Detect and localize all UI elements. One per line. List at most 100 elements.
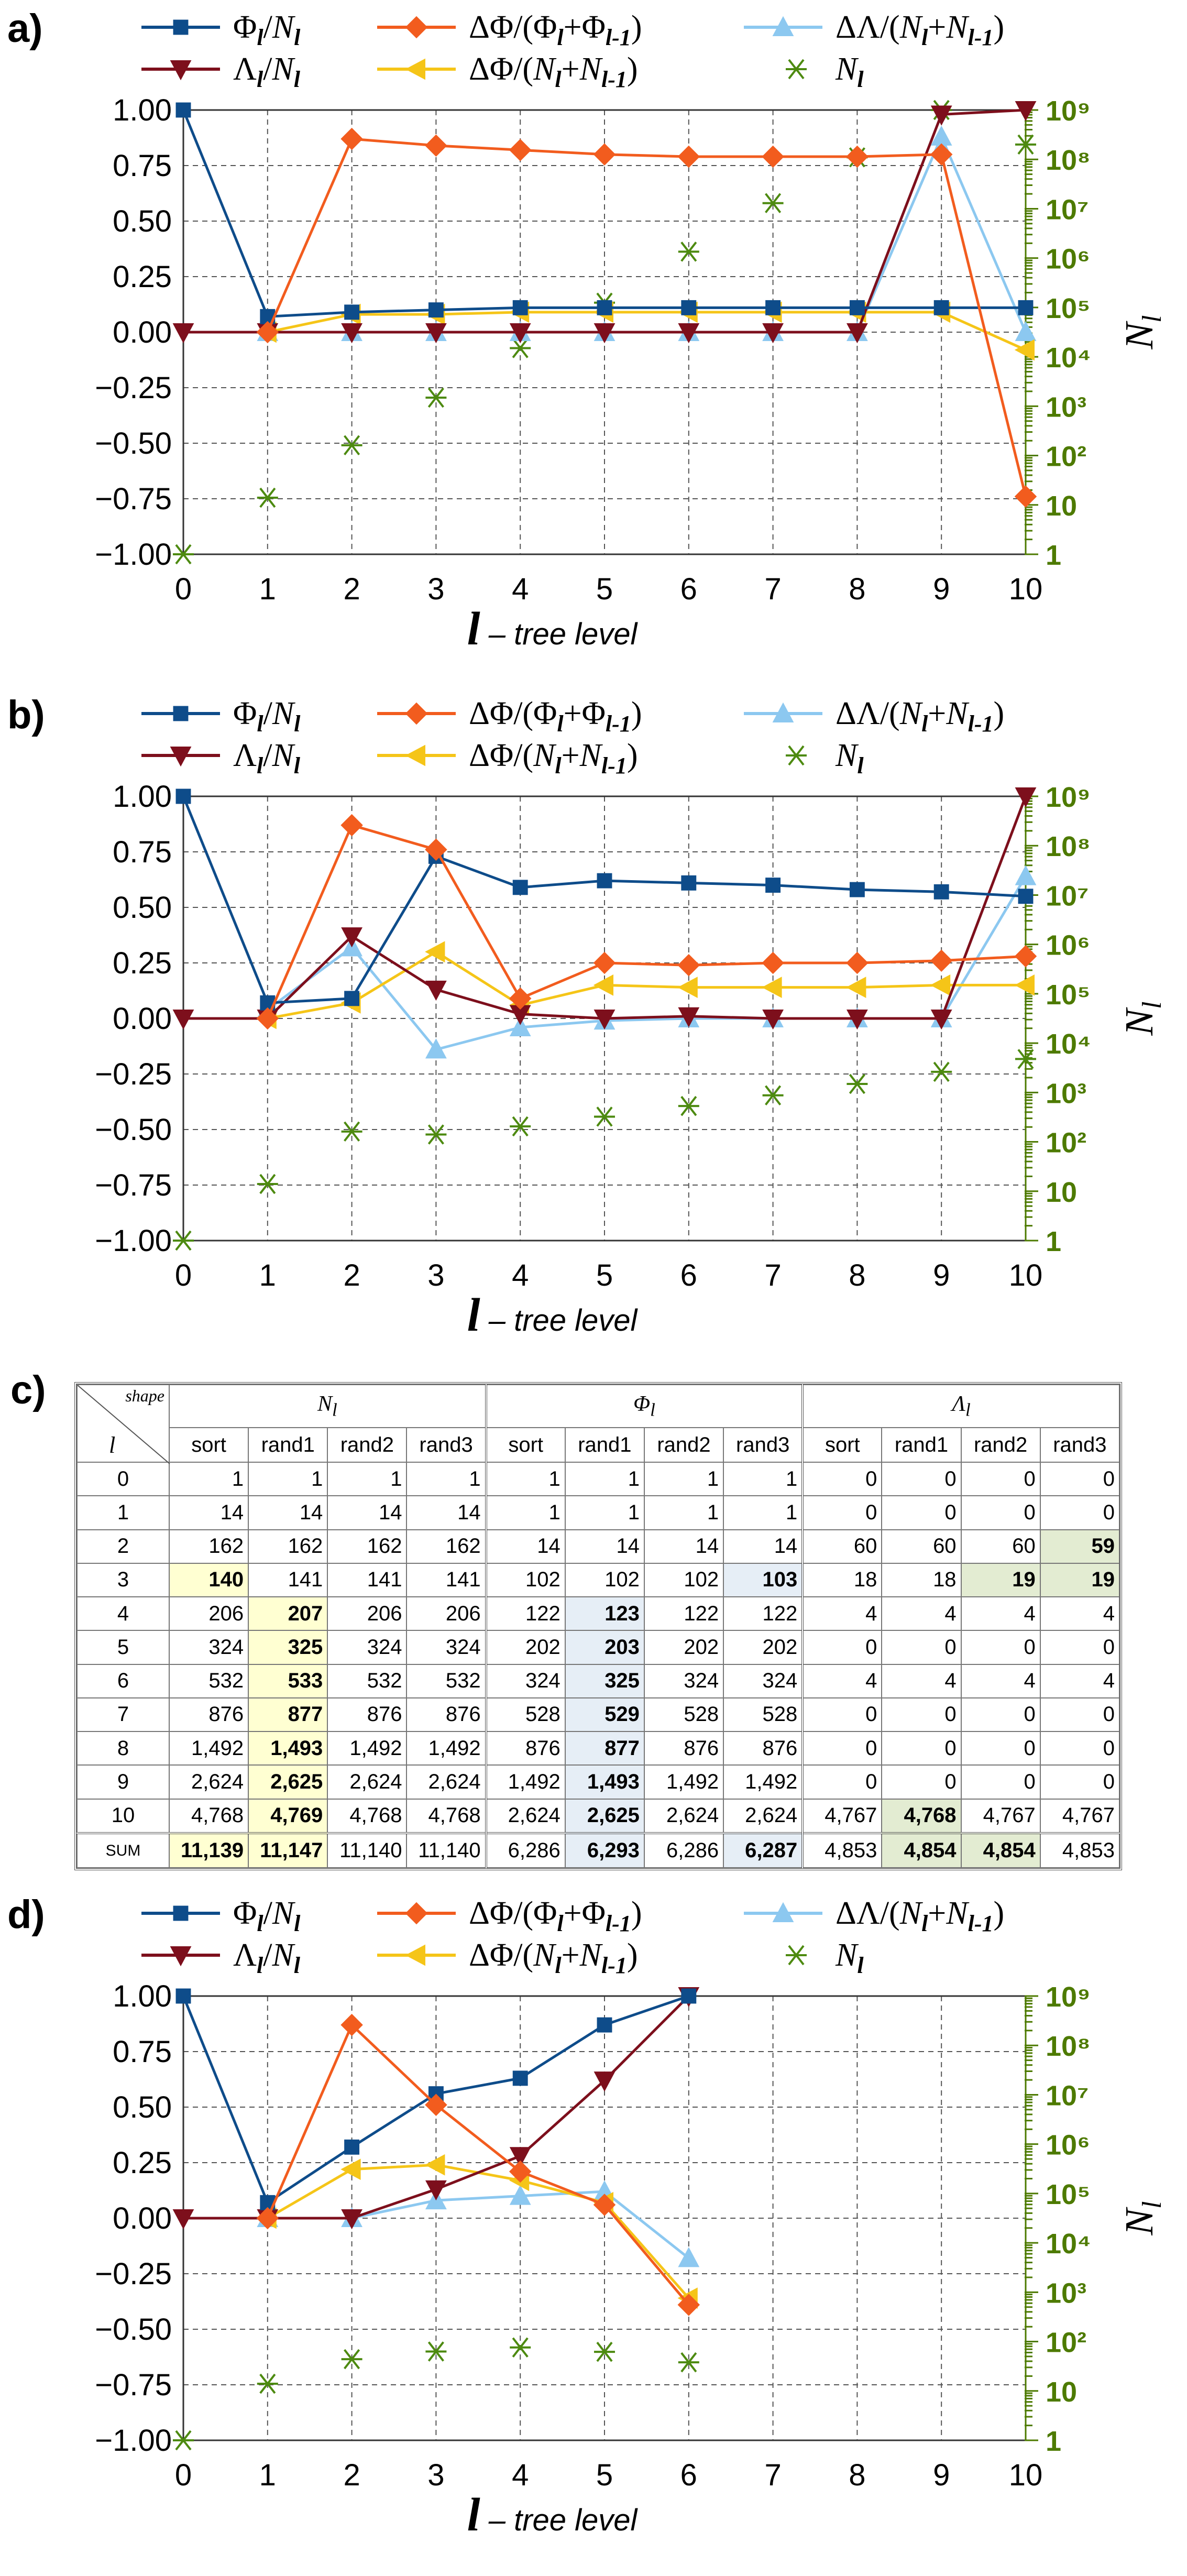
right-tick-label: 10³: [1046, 1078, 1086, 1109]
data-point: [256, 2207, 279, 2230]
series-dlambda_n: [257, 2180, 700, 2267]
data-point: [425, 838, 447, 861]
data-point: [762, 1010, 784, 1030]
table-cell: 19: [960, 1562, 1041, 1598]
table-cell: 18: [881, 1562, 962, 1598]
table-cell: 60: [801, 1529, 883, 1564]
row-level: 0: [76, 1461, 170, 1497]
table-cell: 0: [1039, 1495, 1120, 1530]
table-cell: 877: [564, 1731, 645, 1766]
series-dphi_n: [256, 941, 1035, 1029]
legend-item-lambda: Λl/Nl: [141, 1937, 301, 1978]
x-tick-label: 10: [1009, 572, 1043, 606]
table-cell: 11,140: [327, 1832, 408, 1868]
asterisk-stroke: [788, 1945, 805, 1966]
table-cell: 123: [564, 1596, 645, 1631]
data-point: [846, 951, 869, 974]
table-cell: 529: [564, 1697, 645, 1733]
x-tick-label: 2: [343, 2458, 360, 2492]
column-header-rand1: rand1: [564, 1427, 645, 1463]
data-point: [762, 323, 784, 344]
legend-label: ΔΦ/(Φl+Φl-1): [469, 9, 642, 50]
series-lambda: [172, 101, 1037, 344]
data-point: [930, 1010, 952, 1030]
x-tick-label: 5: [596, 1258, 613, 1292]
legend-item-n: Nl: [786, 1937, 864, 1978]
table-cell: 0: [801, 1461, 883, 1497]
table-cell: 206: [406, 1596, 487, 1631]
data-point: [762, 977, 782, 999]
table-cell: 0: [960, 1764, 1041, 1800]
table-cell: 4: [881, 1596, 962, 1631]
data-point: [847, 1073, 868, 1094]
data-point: [930, 974, 951, 996]
table-cell: 1: [327, 1461, 408, 1497]
table-cell: 4,767: [1039, 1798, 1120, 1834]
table-cell: 0: [960, 1731, 1041, 1766]
x-tick-label: 4: [512, 572, 529, 606]
data-point: [173, 2430, 194, 2451]
table-cell: 206: [327, 1596, 408, 1631]
data-point: [849, 882, 865, 897]
data-point: [593, 143, 616, 166]
table-cell: 14: [643, 1529, 724, 1564]
y-tick-label: −0.50: [95, 426, 172, 461]
data-point: [594, 1106, 615, 1127]
table-cell: 122: [643, 1596, 724, 1631]
asterisk-stroke: [512, 1116, 529, 1137]
legend-item-dphi_n: ΔΦ/(Nl+Nl-1): [377, 1937, 638, 1978]
right-tick-label: 10⁶: [1046, 2130, 1090, 2161]
table-cell: 1,492: [723, 1764, 804, 1800]
data-point: [341, 2209, 362, 2230]
legend-marker: [405, 744, 425, 766]
legend-label: ΔΦ/(Φl+Φl-1): [469, 1895, 642, 1936]
table-cell: 0: [881, 1461, 962, 1497]
table-cell: 1: [723, 1461, 804, 1497]
data-point: [172, 323, 194, 344]
column-header-sort: sort: [168, 1427, 249, 1463]
x-tick-label: 6: [680, 572, 697, 606]
data-point: [173, 544, 194, 565]
table-cell: 2,625: [248, 1764, 328, 1800]
corner-shape-label: shape: [125, 1386, 164, 1405]
data-point: [173, 1230, 194, 1251]
data-point: [512, 2070, 528, 2086]
data-point: [594, 2071, 616, 2092]
table-cell: 11,147: [248, 1832, 328, 1868]
asterisk-stroke: [427, 387, 444, 408]
x-tick-label: 6: [680, 2458, 697, 2492]
legend-item-dphi_phi: ΔΦ/(Φl+Φl-1): [377, 696, 642, 737]
legend-label: ΔΦ/(Φl+Φl-1): [469, 696, 642, 737]
table-cell: 4,853: [801, 1832, 883, 1868]
table-cell: 207: [248, 1596, 328, 1631]
series-dphi_phi: [256, 127, 1037, 508]
table-cell: 528: [485, 1697, 566, 1733]
y-tick-label: 0.00: [113, 2201, 172, 2235]
legend-marker: [405, 1944, 425, 1966]
right-tick-label: 1: [1046, 2426, 1061, 2457]
asterisk-stroke: [344, 435, 360, 456]
group-header-lambda: Λl: [801, 1384, 1120, 1428]
legend-item-dphi_n: ΔΦ/(Nl+Nl-1): [377, 51, 638, 92]
data-point: [341, 435, 362, 456]
legend-item-lambda: Λl/Nl: [141, 738, 301, 779]
row-level: 9: [76, 1764, 170, 1800]
data-point: [512, 300, 528, 315]
panel-label: d): [7, 1892, 45, 1937]
group-header-n: Nl: [169, 1384, 487, 1428]
legend-item-dlambda_n: ΔΛ/(Nl+Nl-1): [744, 696, 1004, 737]
table-cell: 1,492: [643, 1764, 724, 1800]
right-tick-label: 10³: [1046, 2277, 1086, 2309]
right-tick-label: 10⁷: [1046, 880, 1089, 912]
data-point: [175, 788, 191, 804]
asterisk-stroke: [512, 2337, 529, 2358]
asterisk-stroke: [175, 1230, 192, 1251]
column-header-rand3: rand3: [1039, 1427, 1120, 1463]
legend-marker: [170, 1946, 192, 1967]
table-cell: 2,624: [327, 1764, 408, 1800]
table-cell: 4,768: [406, 1798, 487, 1834]
right-axis: [1025, 795, 1038, 1242]
right-tick-label: 10⁵: [1046, 2179, 1090, 2210]
data-point: [340, 2013, 363, 2036]
y-tick-label: 0.00: [113, 315, 172, 349]
